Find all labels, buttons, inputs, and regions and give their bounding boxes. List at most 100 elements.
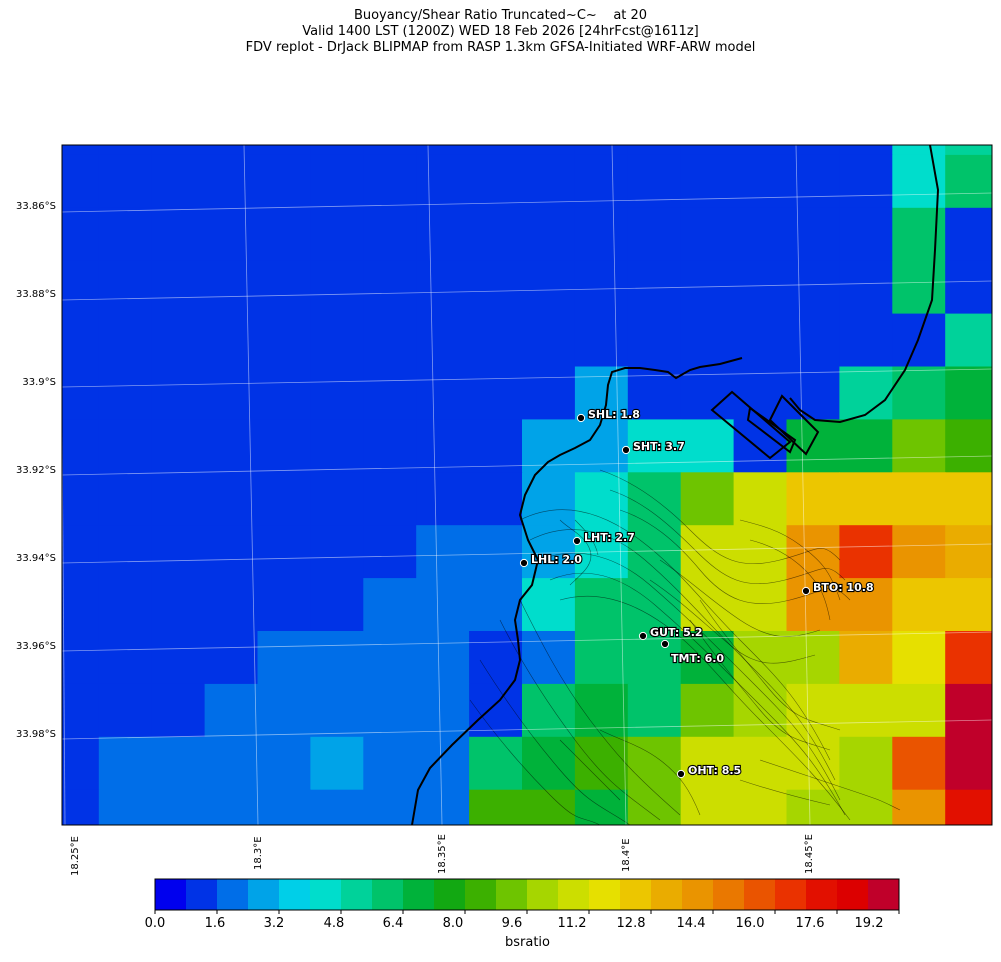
grid-cell — [62, 525, 100, 579]
grid-cell — [62, 789, 100, 825]
grid-cell — [257, 366, 311, 420]
grid-cell — [363, 683, 417, 738]
colorbar-tick-label: 4.8 — [323, 916, 345, 931]
grid-cell — [310, 313, 364, 368]
grid-cell — [310, 472, 364, 526]
grid-cell — [257, 260, 311, 315]
grid-cell — [151, 789, 206, 825]
grid-cell — [627, 683, 682, 738]
grid-cell — [310, 419, 364, 473]
graticule — [62, 145, 992, 825]
grid-cell — [945, 683, 992, 738]
grid-cell — [522, 525, 576, 579]
grid-cell — [574, 366, 629, 420]
grid-cell — [257, 472, 311, 526]
grid-cell — [416, 736, 470, 791]
colorbar-swatch — [496, 879, 528, 910]
lat-label: 33.88°S — [16, 289, 56, 300]
grid-cell — [416, 145, 470, 156]
grid-cell — [522, 472, 576, 526]
grid-cell — [574, 145, 629, 156]
grid-cell — [0, 367, 47, 421]
grid-cell — [204, 472, 259, 526]
grid-cell — [733, 578, 788, 632]
grid-cell — [892, 683, 946, 738]
colorbar-tick-label: 0.0 — [144, 916, 166, 931]
colorbar-swatch — [186, 879, 218, 910]
grid-cell — [892, 631, 946, 685]
grid-cell — [363, 472, 417, 526]
coastline — [411, 145, 940, 825]
grid-cell — [0, 578, 47, 632]
grid-cell — [627, 207, 682, 262]
grid-cell — [257, 578, 311, 632]
station-marker-lhl — [519, 558, 529, 568]
grid-cell — [363, 419, 417, 473]
map-frame — [61, 144, 993, 826]
colorbar-swatch — [310, 879, 342, 910]
colorbar-tick-label: 17.6 — [795, 916, 825, 931]
grid-cell — [680, 154, 735, 209]
grid-cell — [257, 683, 311, 738]
grid-cell — [522, 419, 576, 473]
grid-cell — [151, 260, 206, 315]
grid-cell — [257, 207, 311, 262]
grid-cell — [892, 419, 946, 473]
grid-cell — [469, 525, 523, 579]
grid-cell — [574, 631, 629, 685]
grid-cell — [0, 525, 47, 579]
grid-cell — [310, 154, 364, 209]
grid-cell — [204, 736, 259, 791]
grid-cell — [204, 207, 259, 262]
grid-cell — [469, 631, 523, 685]
grid-cell — [627, 736, 682, 791]
colorbar-swatch — [279, 879, 311, 910]
grid-cell — [680, 789, 735, 825]
grid-cell — [839, 578, 893, 632]
grid-cell — [98, 578, 153, 632]
grid-cell — [574, 736, 629, 791]
grid-cell — [522, 736, 576, 791]
lat-label: 33.9°S — [22, 377, 56, 388]
grid-cell — [733, 472, 788, 526]
grid-cell — [469, 736, 523, 791]
grid-cell — [469, 419, 523, 473]
grid-cell — [786, 145, 840, 156]
grid-cell — [574, 154, 629, 209]
grid-cell — [0, 790, 47, 844]
grid-cell — [363, 154, 417, 209]
grid-cell — [786, 366, 840, 420]
grid-cell — [310, 683, 364, 738]
grid-cell — [151, 578, 206, 632]
grid-cell — [363, 145, 417, 156]
grid-cell — [416, 578, 470, 632]
grid-cell — [892, 145, 946, 156]
station-marker-shl — [576, 413, 586, 423]
colorbar-swatch — [155, 879, 187, 910]
grid-cell — [98, 260, 153, 315]
grid-cell — [416, 419, 470, 473]
grid-cell — [680, 419, 735, 473]
colorbar-swatch — [372, 879, 404, 910]
grid-cell — [892, 736, 946, 791]
grid-cell — [257, 789, 311, 825]
grid-cell — [627, 789, 682, 825]
grid-cell — [945, 736, 992, 791]
colorbar-swatch — [248, 879, 280, 910]
data-grid — [0, 145, 992, 844]
grid-cell — [945, 578, 992, 632]
grid-cell — [257, 736, 311, 791]
grid-cell — [733, 525, 788, 579]
grid-cell — [416, 207, 470, 262]
colorbar-swatch — [682, 879, 714, 910]
grid-cell — [310, 145, 364, 156]
colorbar-tick-label: 11.2 — [557, 916, 587, 931]
station-marker-oht — [676, 769, 686, 779]
grid-cell — [680, 313, 735, 368]
grid-cell — [416, 154, 470, 209]
grid-cell — [310, 260, 364, 315]
colorbar-swatch — [620, 879, 652, 910]
grid-cell — [0, 737, 47, 791]
grid-cell — [98, 525, 153, 579]
grid-cell — [733, 207, 788, 262]
